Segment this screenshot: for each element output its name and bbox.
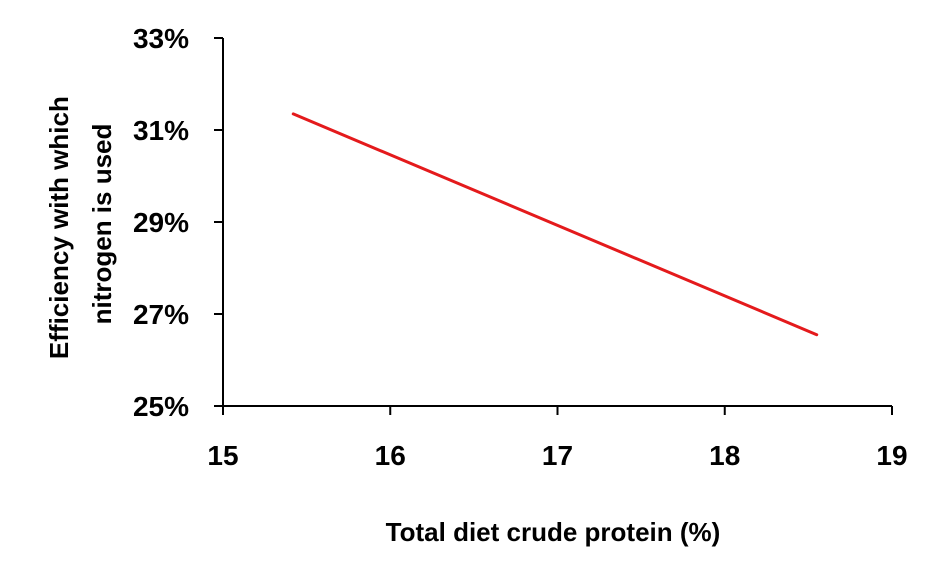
x-tick-label: 16 <box>375 440 406 471</box>
x-tick-label: 19 <box>876 440 907 471</box>
axes <box>222 38 892 407</box>
x-tick-label: 17 <box>542 440 573 471</box>
series-line <box>291 112 819 337</box>
y-tick-label: 25% <box>133 391 189 422</box>
x-axis-title: Total diet crude protein (%) <box>386 517 721 547</box>
y-tick-label: 33% <box>133 23 189 54</box>
y-ticks: 25% 27% 29% 31% 33% <box>133 23 223 422</box>
x-tick-label: 15 <box>207 440 238 471</box>
y-tick-label: 31% <box>133 115 189 146</box>
x-tick-label: 18 <box>709 440 740 471</box>
x-ticks: 15 16 17 18 19 <box>207 406 908 471</box>
series-layer <box>291 112 819 337</box>
y-tick-label: 29% <box>133 207 189 238</box>
y-tick-label: 27% <box>133 299 189 330</box>
y-axis-title-line-2: nitrogen is used <box>87 124 117 325</box>
y-axis-title-line-1: Efficiency with which <box>44 96 74 359</box>
y-axis-title: Efficiency with which nitrogen is used <box>44 89 117 359</box>
